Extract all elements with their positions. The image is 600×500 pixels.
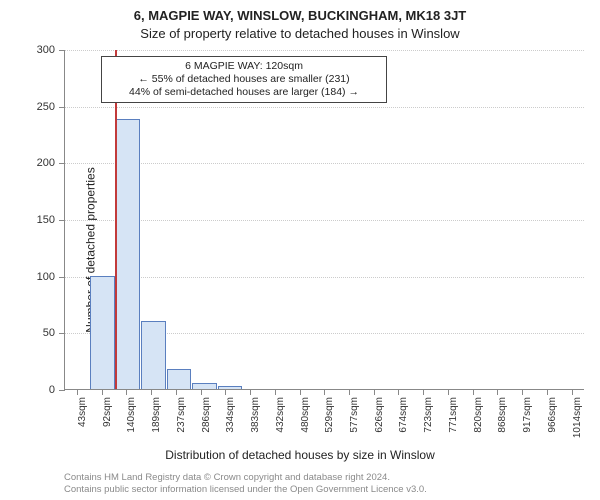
- x-tick: [300, 389, 301, 395]
- annotation-line1: 6 MAGPIE WAY: 120sqm: [108, 60, 380, 73]
- y-tick-label: 300: [37, 44, 55, 56]
- x-tick-label: 432sqm: [275, 397, 286, 433]
- annotation-line2: ← 55% of detached houses are smaller (23…: [108, 73, 380, 86]
- plot-area: 05010015020025030043sqm92sqm140sqm189sqm…: [64, 50, 584, 390]
- histogram-bar: [167, 369, 191, 389]
- y-tick: [59, 220, 65, 221]
- x-tick-label: 771sqm: [448, 397, 459, 433]
- chart-title-sub: Size of property relative to detached ho…: [0, 26, 600, 41]
- gridline: [65, 50, 584, 51]
- x-axis-label: Distribution of detached houses by size …: [0, 448, 600, 462]
- annotation-line3: 44% of semi-detached houses are larger (…: [108, 86, 380, 99]
- x-tick: [448, 389, 449, 395]
- y-tick: [59, 333, 65, 334]
- x-tick-label: 868sqm: [497, 397, 508, 433]
- y-tick-label: 0: [49, 384, 55, 396]
- footer-line1: Contains HM Land Registry data © Crown c…: [64, 472, 427, 484]
- x-tick: [374, 389, 375, 395]
- y-tick: [59, 163, 65, 164]
- x-tick-label: 237sqm: [176, 397, 187, 433]
- y-tick-label: 200: [37, 157, 55, 169]
- x-tick-label: 820sqm: [473, 397, 484, 433]
- y-tick: [59, 277, 65, 278]
- gridline: [65, 107, 584, 108]
- x-tick-label: 286sqm: [201, 397, 212, 433]
- footer-attribution: Contains HM Land Registry data © Crown c…: [64, 472, 427, 496]
- x-tick: [324, 389, 325, 395]
- x-tick-label: 577sqm: [349, 397, 360, 433]
- x-tick-label: 966sqm: [547, 397, 558, 433]
- x-tick: [398, 389, 399, 395]
- y-tick: [59, 107, 65, 108]
- footer-line2: Contains public sector information licen…: [64, 484, 427, 496]
- y-tick: [59, 50, 65, 51]
- x-tick-label: 626sqm: [374, 397, 385, 433]
- histogram-bar: [218, 386, 242, 389]
- chart-title-address: 6, MAGPIE WAY, WINSLOW, BUCKINGHAM, MK18…: [0, 8, 600, 23]
- x-tick: [176, 389, 177, 395]
- y-tick-label: 150: [37, 214, 55, 226]
- x-tick: [275, 389, 276, 395]
- annotation-box: 6 MAGPIE WAY: 120sqm← 55% of detached ho…: [101, 56, 387, 103]
- x-tick-label: 674sqm: [398, 397, 409, 433]
- x-tick-label: 189sqm: [151, 397, 162, 433]
- x-tick-label: 43sqm: [77, 397, 88, 427]
- x-tick-label: 140sqm: [126, 397, 137, 433]
- x-tick-label: 529sqm: [324, 397, 335, 433]
- gridline: [65, 220, 584, 221]
- y-tick-label: 250: [37, 101, 55, 113]
- x-tick: [423, 389, 424, 395]
- y-tick: [59, 390, 65, 391]
- x-tick: [102, 389, 103, 395]
- y-tick-label: 50: [43, 327, 55, 339]
- x-tick: [225, 389, 226, 395]
- x-tick-label: 1014sqm: [572, 397, 583, 438]
- histogram-bar: [116, 119, 140, 389]
- x-tick: [547, 389, 548, 395]
- x-tick-label: 334sqm: [225, 397, 236, 433]
- x-tick: [522, 389, 523, 395]
- x-tick: [126, 389, 127, 395]
- y-tick-label: 100: [37, 271, 55, 283]
- x-tick-label: 92sqm: [102, 397, 113, 427]
- histogram-bar: [141, 321, 165, 389]
- histogram-bar: [90, 276, 114, 389]
- x-tick-label: 480sqm: [300, 397, 311, 433]
- x-tick-label: 383sqm: [250, 397, 261, 433]
- x-tick: [151, 389, 152, 395]
- x-tick: [201, 389, 202, 395]
- x-tick-label: 917sqm: [522, 397, 533, 433]
- x-tick: [497, 389, 498, 395]
- histogram-bar: [192, 383, 216, 389]
- x-tick: [77, 389, 78, 395]
- x-tick: [473, 389, 474, 395]
- gridline: [65, 277, 584, 278]
- chart-container: 6, MAGPIE WAY, WINSLOW, BUCKINGHAM, MK18…: [0, 0, 600, 500]
- x-tick: [250, 389, 251, 395]
- x-tick: [349, 389, 350, 395]
- gridline: [65, 163, 584, 164]
- x-tick-label: 723sqm: [423, 397, 434, 433]
- x-tick: [572, 389, 573, 395]
